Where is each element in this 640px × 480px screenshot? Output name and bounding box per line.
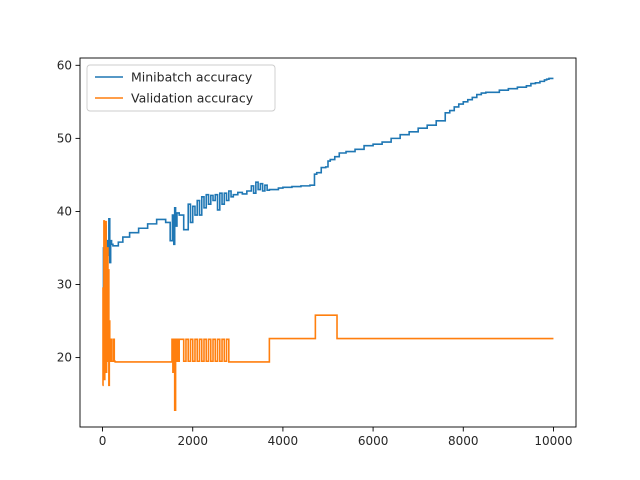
axes-layer: 0 2000 4000 6000 8000 10000 20 30 40 50 60 [57,57,577,448]
y-tick-label: 40 [57,204,72,218]
legend: Minibatch accuracy Validation accuracy [86,64,276,112]
x-tick-label: 0 [99,434,107,448]
legend-box [86,64,276,112]
x-tick-label: 6000 [358,434,389,448]
y-tick-label: 20 [57,351,72,365]
x-tick-label: 10000 [534,434,572,448]
series-line-1 [102,220,554,411]
y-tick-label: 60 [57,58,72,72]
x-tick-label: 4000 [268,434,299,448]
legend-label-0: Minibatch accuracy [131,70,253,85]
x-tick-label: 2000 [177,434,208,448]
legend-label-1: Validation accuracy [131,91,254,106]
y-tick-label: 30 [57,278,72,292]
axes-frame [79,57,577,428]
y-tick-label: 50 [57,131,72,145]
series-layer [102,77,554,411]
x-tick-label: 8000 [448,434,479,448]
series-line-0 [102,77,554,289]
